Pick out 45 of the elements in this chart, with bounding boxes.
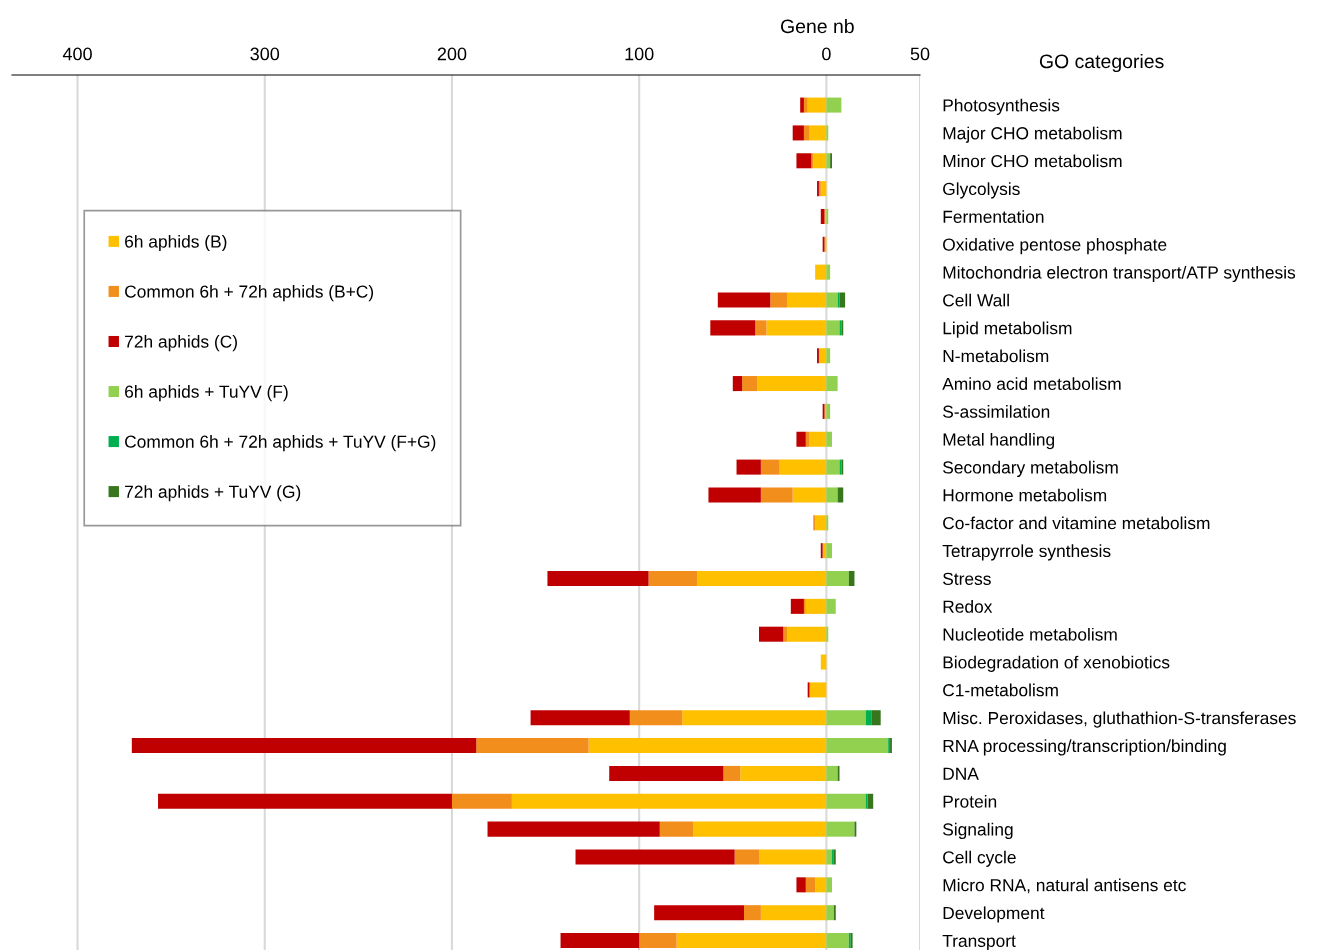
y-tick-label: S-assimilation bbox=[943, 405, 1050, 418]
x-tick-label: 0 bbox=[822, 47, 831, 61]
y-tick-label: Nucleotide metabolism bbox=[943, 627, 1117, 641]
y-tick-label: Signaling bbox=[943, 822, 1013, 840]
y-axis-title: GO categories bbox=[1039, 53, 1164, 73]
y-tick-label: Co-factor and vitamine metabolism bbox=[943, 516, 1210, 530]
y-tick-label: C1-metabolism bbox=[943, 683, 1058, 697]
y-tick-label: Micro RNA, natural antisens etc bbox=[943, 878, 1186, 894]
y-tick-label: Biodegradation of xenobiotics bbox=[943, 655, 1170, 672]
legend-label: Common 6h + 72h aphids (B+C) bbox=[125, 284, 374, 302]
y-tick-label: Misc. Peroxidases, gluthathion-S-transferases bbox=[943, 711, 1296, 728]
x-tick-label: 50 bbox=[910, 47, 930, 61]
y-tick-label: Transport bbox=[942, 934, 1016, 950]
y-tick-label: Glycolysis bbox=[943, 182, 1020, 199]
x-tick-label: 100 bbox=[625, 47, 654, 61]
y-tick-label: Protein bbox=[943, 795, 997, 808]
y-tick-label: Cell Wall bbox=[943, 293, 1009, 307]
legend-label: Common 6h + 72h aphids + TuYV (F+G) bbox=[125, 435, 436, 452]
y-tick-label: Mitochondria electron transport/ATP synthesis bbox=[943, 265, 1296, 283]
y-tick-label: N-metabolism bbox=[943, 349, 1049, 363]
x-axis-title: Gene nb bbox=[780, 18, 854, 34]
y-tick-label: Development bbox=[943, 906, 1045, 923]
legend-label: 72h aphids (C) bbox=[125, 335, 237, 352]
y-tick-label: Major CHO metabolism bbox=[943, 126, 1122, 143]
x-tick-label: 300 bbox=[250, 47, 280, 61]
legend-label: 6h aphids + TuYV (F) bbox=[125, 385, 288, 402]
y-tick-label: Lipid metabolism bbox=[943, 321, 1072, 338]
y-tick-label: Redox bbox=[943, 600, 993, 613]
y-tick-label: Photosynthesis bbox=[943, 98, 1060, 115]
y-tick-label: Metal handling bbox=[943, 432, 1055, 450]
y-tick-label: Oxidative pentose phosphate bbox=[943, 238, 1167, 255]
y-tick-label: Fermentation bbox=[943, 210, 1044, 223]
y-tick-label: Secondary metabolism bbox=[943, 460, 1118, 477]
y-tick-label: Cell cycle bbox=[943, 850, 1016, 867]
x-tick-label: 200 bbox=[437, 47, 467, 61]
y-tick-label: Minor CHO metabolism bbox=[943, 154, 1122, 168]
legend-label: 72h aphids + TuYV (G) bbox=[125, 485, 301, 502]
y-tick-label: Amino acid metabolism bbox=[942, 377, 1121, 391]
y-tick-label: Hormone metabolism bbox=[943, 488, 1107, 502]
y-tick-label: Tetrapyrrole synthesis bbox=[942, 544, 1111, 561]
legend-label: 6h aphids (B) bbox=[125, 234, 227, 252]
y-tick-label: Stress bbox=[943, 572, 991, 585]
y-tick-label: DNA bbox=[943, 767, 979, 780]
y-tick-label: RNA processing/transcription/binding bbox=[943, 739, 1226, 756]
x-tick-label: 400 bbox=[62, 47, 92, 61]
